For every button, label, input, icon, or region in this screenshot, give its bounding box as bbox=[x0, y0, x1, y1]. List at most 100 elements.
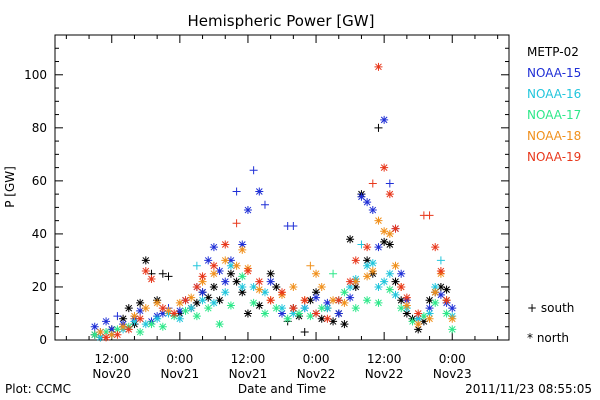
point-north bbox=[300, 296, 309, 305]
point-south bbox=[192, 261, 201, 270]
point-north bbox=[124, 304, 133, 313]
chart-title: Hemispheric Power [GW] bbox=[188, 12, 375, 30]
point-north bbox=[385, 190, 394, 199]
point-north bbox=[187, 304, 196, 313]
point-north bbox=[130, 317, 139, 326]
y-tick-label: 100 bbox=[24, 68, 47, 82]
point-south bbox=[368, 179, 377, 188]
point-north bbox=[249, 298, 258, 307]
point-north bbox=[170, 309, 179, 318]
point-north bbox=[380, 115, 389, 124]
point-north bbox=[192, 312, 201, 321]
point-north bbox=[385, 269, 394, 278]
point-north bbox=[215, 320, 224, 329]
point-north bbox=[158, 322, 167, 331]
point-north bbox=[198, 277, 207, 286]
point-north bbox=[419, 312, 428, 321]
point-north bbox=[238, 240, 247, 249]
x-tick-label-time: 0:00 bbox=[303, 352, 330, 366]
point-north bbox=[204, 256, 213, 265]
point-north bbox=[329, 296, 338, 305]
point-south bbox=[329, 269, 338, 278]
y-tick-label: 40 bbox=[32, 227, 47, 241]
legend-entry-metp-02: METP-02 bbox=[527, 45, 579, 59]
point-north bbox=[96, 328, 105, 337]
point-north bbox=[255, 277, 264, 286]
legend-entry-noaa-16: NOAA-16 bbox=[527, 87, 581, 101]
x-tick-label-time: 12:00 bbox=[231, 352, 266, 366]
point-north bbox=[130, 312, 139, 321]
point-north bbox=[158, 304, 167, 313]
x-tick-label-day: Nov21 bbox=[229, 367, 268, 381]
point-north bbox=[414, 309, 423, 318]
point-north bbox=[124, 325, 133, 334]
point-north bbox=[113, 325, 122, 334]
point-north bbox=[107, 325, 116, 334]
point-north bbox=[436, 267, 445, 276]
timestamp: 2011/11/23 08:55:05 bbox=[465, 382, 592, 396]
point-north bbox=[380, 277, 389, 286]
point-north bbox=[317, 304, 326, 313]
point-north bbox=[272, 282, 281, 291]
plot-source: Plot: CCMC bbox=[5, 382, 71, 396]
point-north bbox=[380, 237, 389, 246]
legend-entry-noaa-18: NOAA-18 bbox=[527, 129, 581, 143]
point-north bbox=[402, 293, 411, 302]
point-north bbox=[181, 306, 190, 315]
point-north bbox=[436, 290, 445, 299]
point-north bbox=[278, 288, 286, 297]
point-north bbox=[226, 256, 235, 265]
point-north bbox=[136, 298, 145, 307]
point-north bbox=[346, 293, 355, 302]
x-tick-label-time: 12:00 bbox=[94, 352, 129, 366]
point-north bbox=[147, 275, 156, 283]
x-tick-label-day: Nov22 bbox=[365, 367, 404, 381]
point-north bbox=[119, 322, 128, 331]
point-north bbox=[260, 288, 269, 297]
point-north bbox=[153, 298, 162, 307]
point-north bbox=[380, 163, 389, 172]
point-north bbox=[295, 309, 304, 318]
point-north bbox=[351, 304, 360, 313]
point-north bbox=[346, 282, 355, 291]
y-tick-label: 60 bbox=[32, 174, 47, 188]
point-north bbox=[147, 320, 156, 329]
point-north bbox=[391, 277, 400, 286]
point-north bbox=[243, 309, 252, 318]
point-north bbox=[278, 309, 286, 318]
point-north bbox=[323, 298, 332, 307]
point-north bbox=[198, 272, 207, 281]
point-north bbox=[238, 282, 247, 291]
point-north bbox=[408, 317, 417, 326]
point-north bbox=[221, 277, 230, 286]
point-south bbox=[249, 166, 258, 175]
point-north bbox=[221, 288, 230, 297]
point-north bbox=[431, 282, 440, 291]
point-north bbox=[113, 330, 122, 339]
point-north bbox=[425, 309, 434, 318]
x-tick-label-day: Nov21 bbox=[160, 367, 199, 381]
point-north bbox=[340, 320, 349, 329]
point-north bbox=[102, 333, 111, 342]
point-north bbox=[312, 309, 321, 318]
point-north bbox=[249, 282, 258, 291]
plot-frame bbox=[54, 34, 510, 341]
y-tick-label: 0 bbox=[39, 333, 47, 347]
x-tick-label-time: 12:00 bbox=[367, 352, 402, 366]
point-north bbox=[329, 317, 338, 326]
point-north bbox=[448, 325, 457, 334]
point-north bbox=[397, 304, 406, 313]
symbol-legend-north: * north bbox=[527, 331, 569, 345]
point-north bbox=[243, 267, 252, 276]
symbol-legend: + south * north bbox=[527, 301, 574, 345]
point-north bbox=[374, 243, 383, 252]
point-north bbox=[340, 298, 349, 307]
point-north bbox=[243, 206, 252, 215]
point-north bbox=[334, 296, 343, 305]
point-south bbox=[158, 269, 167, 278]
point-north bbox=[448, 314, 457, 323]
point-north bbox=[363, 272, 372, 281]
point-north bbox=[397, 296, 406, 305]
point-north bbox=[266, 269, 275, 278]
